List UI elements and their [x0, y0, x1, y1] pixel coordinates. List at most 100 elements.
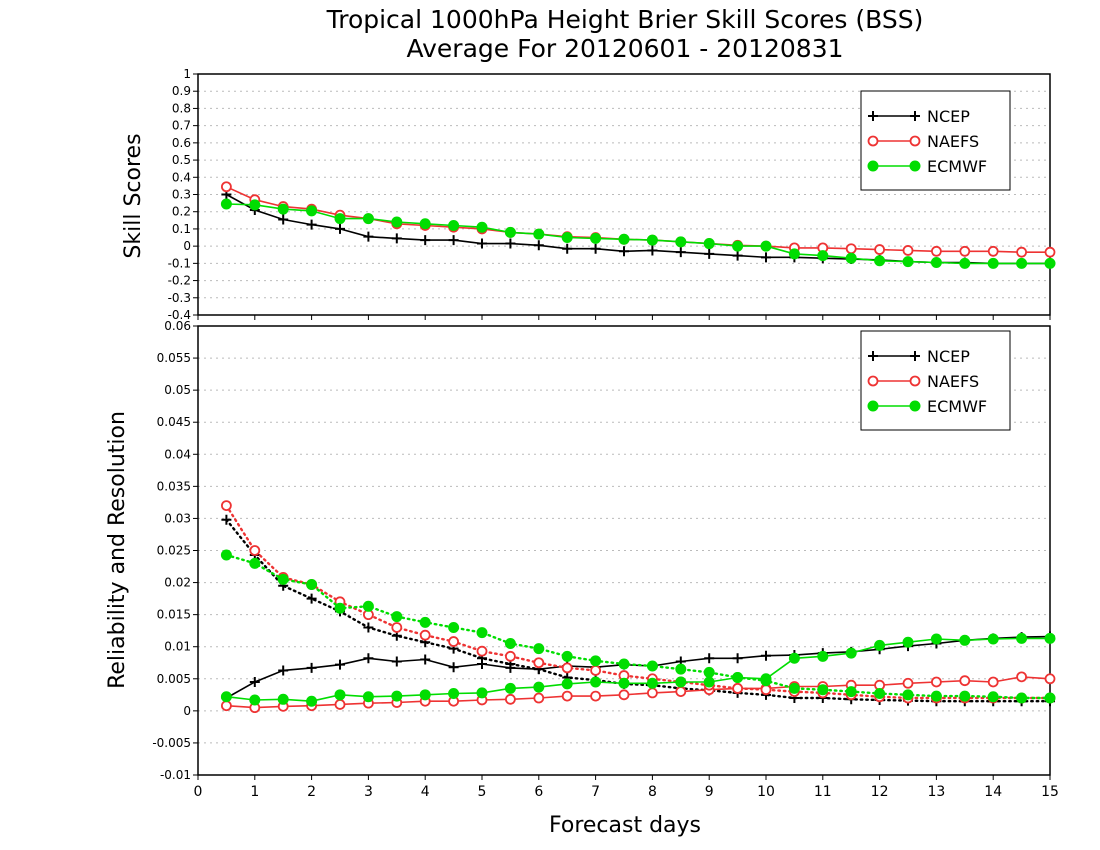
- top-y-tick-label: 1: [183, 67, 191, 81]
- bottom-y-tick-label: 0.01: [164, 640, 191, 654]
- bottom-point-naefs-solid: [675, 686, 687, 698]
- bottom-point-naefs-solid: [533, 692, 545, 704]
- top-point-ecmwf-solid: [703, 238, 715, 250]
- bottom-point-naefs-dotted: [249, 545, 261, 556]
- bottom-point-ecmwf-dotted: [561, 650, 573, 662]
- bottom-point-ecmwf-solid: [930, 633, 942, 645]
- bottom-y-tick-label: -0.01: [160, 768, 191, 782]
- top-point-ecmwf-solid: [391, 216, 403, 228]
- bottom-legend-marker-ecmwf: [909, 400, 921, 412]
- bottom-point-ecmwf-dotted: [362, 600, 374, 612]
- bottom-y-tick-label: 0.03: [164, 511, 191, 525]
- bottom-point-ecmwf-solid: [1016, 632, 1028, 644]
- top-point-ncep-solid: [505, 238, 516, 249]
- top-point-ncep-solid: [732, 250, 743, 261]
- bottom-point-naefs-solid: [987, 676, 999, 688]
- top-point-naefs-solid: [845, 243, 857, 255]
- top-point-ecmwf-solid: [220, 198, 232, 210]
- top-legend-label-ncep: NCEP: [927, 107, 970, 126]
- x-tick-label: 2: [307, 784, 316, 800]
- bottom-point-ecmwf-dotted: [334, 602, 346, 614]
- top-point-ecmwf-solid: [788, 248, 800, 260]
- bottom-point-naefs-solid: [590, 690, 601, 702]
- bottom-point-naefs-solid: [561, 690, 573, 702]
- top-point-ncep-solid: [647, 245, 658, 256]
- top-line-ecmwf-solid: [226, 203, 1050, 265]
- bottom-point-ncep-dotted: [306, 593, 317, 604]
- top-point-ecmwf-solid: [561, 232, 573, 244]
- top-point-ncep-solid: [704, 248, 715, 259]
- bottom-point-ecmwf-dotted: [504, 638, 516, 650]
- bottom-point-ecmwf-solid: [419, 689, 431, 701]
- top-series-ncep-solid: [221, 189, 1055, 269]
- bottom-legend-label-ecmwf: ECMWF: [927, 397, 987, 416]
- bottom-point-naefs-solid: [902, 677, 914, 689]
- top-legend-marker-ncep: [868, 111, 878, 121]
- bottom-y-axis-label: Reliability and Resolution: [105, 411, 130, 689]
- bottom-point-ecmwf-dotted: [732, 672, 744, 684]
- bottom-point-ecmwf-dotted: [220, 549, 232, 561]
- bottom-point-ncep-dotted: [221, 514, 232, 525]
- bottom-point-naefs-solid: [220, 700, 232, 712]
- x-tick-label: 1: [250, 784, 259, 800]
- bottom-point-ecmwf-solid: [504, 682, 516, 694]
- top-legend-marker-ecmwf: [867, 160, 879, 172]
- top-point-ecmwf-solid: [448, 219, 460, 231]
- bottom-point-ecmwf-solid: [362, 691, 374, 703]
- top-point-naefs-solid: [220, 181, 232, 193]
- bottom-point-ecmwf-dotted: [817, 684, 829, 696]
- bottom-point-naefs-solid: [931, 676, 942, 688]
- bottom-point-ncep-solid: [732, 653, 743, 664]
- bottom-point-ncep-solid: [761, 650, 771, 661]
- bottom-point-naefs-dotted: [590, 665, 601, 676]
- bottom-legend-label-naefs: NAEFS: [927, 372, 979, 391]
- bottom-point-ecmwf-dotted: [959, 690, 971, 702]
- bottom-y-tick-label: 0.05: [164, 383, 191, 397]
- bottom-point-naefs-solid: [618, 689, 630, 701]
- bottom-point-ecmwf-dotted: [590, 655, 602, 667]
- top-y-axis-label: Skill Scores: [121, 133, 146, 258]
- bottom-point-naefs-dotted: [476, 645, 488, 657]
- top-y-tick-label: -0.2: [168, 274, 191, 288]
- top-point-ncep-solid: [761, 252, 771, 263]
- bottom-point-naefs-solid: [1016, 671, 1027, 683]
- top-point-ecmwf-solid: [845, 252, 857, 264]
- top-point-naefs-solid: [874, 244, 885, 255]
- bottom-point-ecmwf-solid: [391, 690, 403, 702]
- top-y-tick-label: -0.1: [168, 256, 191, 270]
- top-point-ecmwf-solid: [646, 234, 658, 246]
- bottom-point-ecmwf-dotted: [419, 616, 431, 628]
- chart-title-line2: Average For 20120601 - 20120831: [406, 34, 843, 63]
- bottom-point-naefs-dotted: [533, 657, 545, 669]
- x-tick-label: 9: [705, 784, 714, 800]
- bottom-point-ncep-solid: [249, 676, 260, 687]
- reliability-resolution-panel: -0.01 -0.005 0 0.005 0.01 0.015 0.02 0.025 0.03 0…: [152, 319, 1059, 800]
- top-point-ncep-solid: [335, 223, 345, 234]
- bottom-y-tick-label: 0.055: [157, 351, 191, 365]
- bottom-series-naefs-dotted: [220, 500, 1056, 704]
- bottom-point-ecmwf-solid: [788, 652, 800, 664]
- bottom-legend-marker-naefs: [909, 375, 921, 387]
- bottom-point-ecmwf-dotted: [306, 578, 318, 590]
- top-y-tick-label: 0.6: [172, 136, 191, 150]
- top-y-tick-label: 0.2: [172, 205, 191, 219]
- bottom-legend-marker-ncep: [868, 351, 878, 361]
- top-y-tick-label: 0.8: [172, 101, 191, 115]
- top-legend-marker-naefs: [909, 135, 921, 147]
- top-point-ecmwf-solid: [590, 232, 602, 244]
- x-tick-label: 4: [421, 784, 430, 800]
- bottom-y-tick-label: -0.005: [152, 736, 191, 750]
- top-y-tick-label: 0.5: [172, 153, 191, 167]
- bottom-point-naefs-dotted: [732, 683, 743, 694]
- bottom-point-ecmwf-solid: [533, 681, 545, 693]
- bottom-point-ecmwf-dotted: [1044, 692, 1056, 704]
- top-legend-marker-naefs: [867, 135, 879, 147]
- top-point-ncep-solid: [278, 214, 289, 225]
- top-point-ncep-solid: [391, 233, 402, 244]
- bottom-y-tick-label: 0.045: [157, 415, 191, 429]
- bottom-legend-marker-naefs: [867, 375, 879, 387]
- top-line-naefs-solid: [226, 186, 1050, 253]
- bottom-point-ecmwf-dotted: [788, 682, 800, 694]
- top-legend-marker-ncep: [910, 111, 920, 121]
